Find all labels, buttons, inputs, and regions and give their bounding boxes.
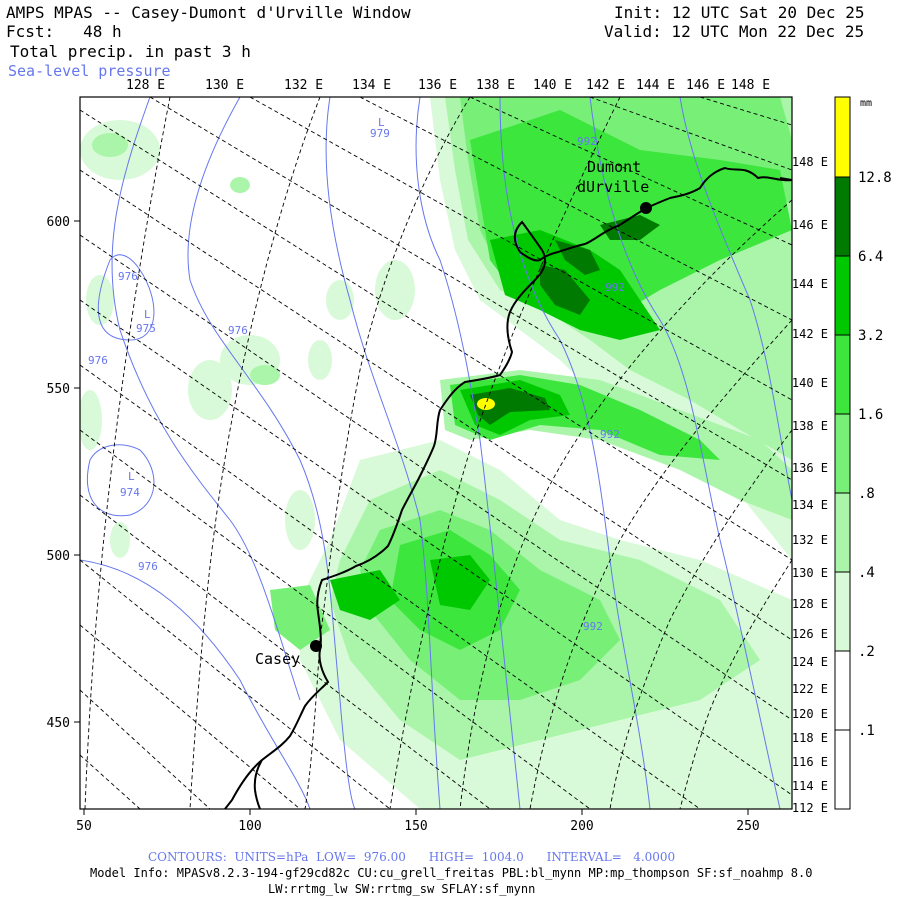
precip-legend: mm 12.8 6.4 3.2 1.6 .8 .4 .2 .1 — [834, 96, 892, 810]
right-lon-label: 146 E — [792, 218, 828, 232]
x-tick-label: 50 — [76, 819, 92, 834]
isobar-label: 976 — [118, 270, 138, 283]
right-lon-label: 138 E — [792, 419, 828, 433]
legend-swatch — [835, 177, 850, 256]
right-lon-label: 144 E — [792, 277, 828, 291]
right-lon-label: 130 E — [792, 566, 828, 580]
isobar-label: 976 — [88, 354, 108, 367]
top-lon-label: 132 E — [284, 78, 323, 93]
y-tick-label: 450 — [47, 716, 70, 731]
legend-label: 6.4 — [858, 249, 883, 265]
right-lon-label: 140 E — [792, 376, 828, 390]
right-lon-label: 116 E — [792, 755, 828, 769]
casey-station-marker — [310, 640, 322, 652]
x-tick-label: 150 — [404, 819, 427, 834]
right-lon-label: 142 E — [792, 327, 828, 341]
top-lon-label: 136 E — [418, 78, 457, 93]
legend-swatch — [835, 414, 850, 493]
top-lon-label: 128 E — [126, 78, 165, 93]
isobar-label: 975 — [136, 322, 156, 335]
map-title: AMPS MPAS -- Casey-Dumont d'Urville Wind… — [6, 3, 411, 22]
contour-info: CONTOURS: UNITS=hPa LOW= 976.00 HIGH= 10… — [148, 850, 676, 864]
graticule — [80, 97, 792, 809]
right-lon-label: 136 E — [792, 461, 828, 475]
right-lon-label: 114 E — [792, 779, 828, 793]
right-lon-label: 148 E — [792, 155, 828, 169]
legend-swatch — [835, 256, 850, 335]
valid-time: Valid: 12 UTC Mon 22 Dec 25 — [604, 22, 865, 41]
map-plot-area — [80, 97, 792, 809]
x-tick-label: 200 — [570, 819, 593, 834]
coastline — [224, 166, 792, 809]
isobar-label: 979 — [370, 127, 390, 140]
y-tick-label: 550 — [47, 382, 70, 397]
y-tick-label: 600 — [47, 215, 70, 230]
forecast-label: Fcst: — [6, 22, 55, 41]
isobar-label: 992 — [577, 135, 597, 148]
dumont-label-line2: dUrville — [577, 178, 649, 196]
legend-units: mm — [860, 98, 872, 109]
overlay-name: Sea-level pressure — [8, 62, 171, 80]
x-tick-label: 100 — [238, 819, 261, 834]
legend-swatch — [835, 335, 850, 414]
top-lon-label: 146 E — [686, 78, 725, 93]
casey-label: Casey — [255, 650, 300, 668]
legend-label: .8 — [858, 486, 875, 502]
legend-swatch — [835, 97, 850, 177]
legend-label: 3.2 — [858, 328, 883, 344]
right-lon-label: 134 E — [792, 498, 828, 512]
right-lon-label: 120 E — [792, 707, 828, 721]
right-lon-label: 122 E — [792, 682, 828, 696]
isobar-label: 974 — [120, 486, 140, 499]
low-marker: L — [378, 116, 385, 129]
isobar-label: 992 — [583, 620, 603, 633]
right-lon-label: 112 E — [792, 801, 828, 815]
forecast-value: 48 h — [83, 22, 122, 41]
right-lon-label: 126 E — [792, 627, 828, 641]
top-lon-label: 134 E — [352, 78, 391, 93]
model-info-2: LW:rrtmg_lw SW:rrtmg_sw SFLAY:sf_mynn — [268, 882, 536, 896]
plot-frame — [79, 96, 793, 810]
dumont-durville-station-marker — [640, 202, 652, 214]
right-lon-label: 118 E — [792, 731, 828, 745]
legend-swatch — [835, 572, 850, 651]
field-name: Total precip. in past 3 h — [10, 42, 251, 61]
isobar-label: 976 — [228, 324, 248, 337]
isobar-label: 992 — [600, 428, 620, 441]
low-marker: L — [144, 308, 151, 321]
top-lon-label: 144 E — [636, 78, 675, 93]
top-lon-label: 130 E — [205, 78, 244, 93]
right-lon-label: 128 E — [792, 597, 828, 611]
init-time: Init: 12 UTC Sat 20 Dec 25 — [614, 3, 865, 22]
forecast-hour: Fcst: 48 h — [6, 23, 122, 41]
x-tick-label: 250 — [736, 819, 759, 834]
isobar-label: 976 — [138, 560, 158, 573]
isobar-contours — [80, 97, 792, 809]
legend-label: .4 — [858, 565, 875, 581]
legend-label: .2 — [858, 644, 875, 660]
model-info: Model Info: MPASv8.2.3-194-gf29cd82c CU:… — [90, 866, 813, 880]
top-lon-label: 140 E — [533, 78, 572, 93]
legend-label: 1.6 — [858, 407, 883, 423]
top-lon-label: 142 E — [586, 78, 625, 93]
dumont-label-line1: Dumont — [587, 158, 641, 176]
right-lon-label: 132 E — [792, 533, 828, 547]
top-lon-label: 138 E — [476, 78, 515, 93]
top-lon-label: 148 E — [731, 78, 770, 93]
legend-label: 12.8 — [858, 170, 892, 186]
isobar-label: 992 — [605, 281, 625, 294]
low-marker: L — [128, 470, 135, 483]
legend-swatch — [835, 493, 850, 572]
right-lon-label: 124 E — [792, 655, 828, 669]
legend-label: .1 — [858, 723, 875, 739]
y-tick-label: 500 — [47, 549, 70, 564]
